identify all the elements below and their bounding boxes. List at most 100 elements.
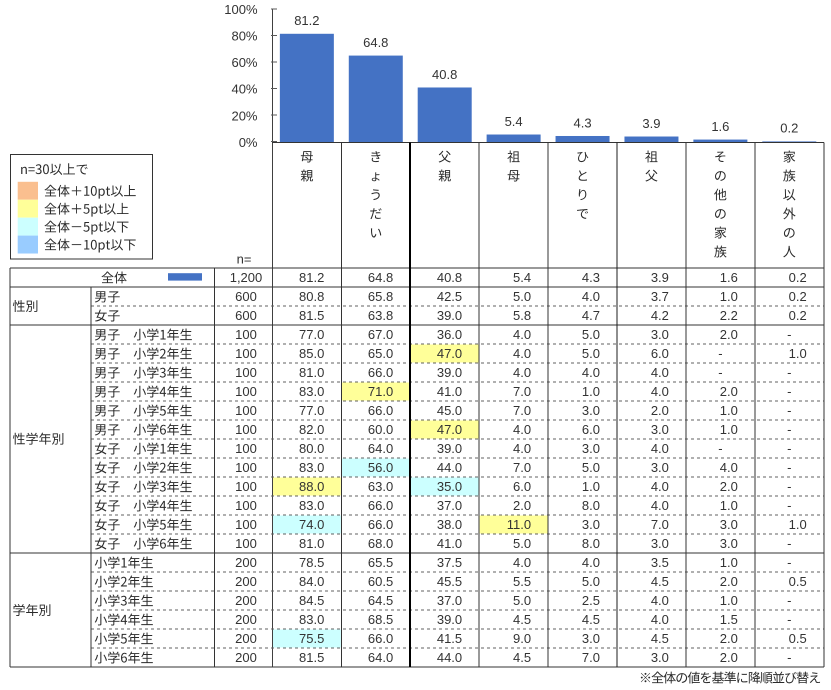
svg-text:66.0: 66.0: [368, 498, 393, 513]
svg-text:39.0: 39.0: [437, 441, 462, 456]
svg-text:5.4: 5.4: [513, 270, 531, 285]
svg-text:66.0: 66.0: [368, 403, 393, 418]
svg-text:2.0: 2.0: [720, 631, 738, 646]
svg-text:81.5: 81.5: [299, 308, 324, 323]
svg-text:80%: 80%: [231, 29, 257, 44]
svg-text:n=: n=: [237, 252, 252, 267]
svg-text:9.0: 9.0: [513, 631, 531, 646]
svg-text:4.7: 4.7: [582, 308, 600, 323]
svg-text:36.0: 36.0: [437, 327, 462, 342]
svg-text:200: 200: [235, 593, 257, 608]
svg-text:83.0: 83.0: [299, 612, 324, 627]
svg-text:37.0: 37.0: [437, 593, 462, 608]
svg-text:64.8: 64.8: [363, 35, 388, 50]
svg-text:37.5: 37.5: [437, 555, 462, 570]
svg-text:81.0: 81.0: [299, 365, 324, 380]
svg-text:77.0: 77.0: [299, 327, 324, 342]
svg-text:2.2: 2.2: [720, 308, 738, 323]
svg-text:4.0: 4.0: [582, 555, 600, 570]
svg-text:2.0: 2.0: [720, 384, 738, 399]
svg-text:100: 100: [235, 498, 257, 513]
svg-text:68.5: 68.5: [368, 612, 393, 627]
svg-text:65.8: 65.8: [368, 289, 393, 304]
svg-text:83.0: 83.0: [299, 384, 324, 399]
svg-text:8.0: 8.0: [582, 498, 600, 513]
svg-text:-: -: [718, 346, 722, 361]
svg-text:81.0: 81.0: [299, 536, 324, 551]
svg-text:3.0: 3.0: [582, 403, 600, 418]
svg-text:77.0: 77.0: [299, 403, 324, 418]
svg-text:100: 100: [235, 460, 257, 475]
svg-text:200: 200: [235, 612, 257, 627]
svg-text:81.2: 81.2: [299, 270, 324, 285]
svg-text:200: 200: [235, 650, 257, 665]
svg-text:-: -: [787, 479, 791, 494]
svg-text:2.0: 2.0: [720, 479, 738, 494]
svg-text:4.2: 4.2: [651, 308, 669, 323]
svg-text:4.0: 4.0: [651, 593, 669, 608]
svg-text:41.0: 41.0: [437, 384, 462, 399]
svg-text:4.5: 4.5: [582, 612, 600, 627]
svg-text:3.0: 3.0: [720, 536, 738, 551]
svg-text:1.0: 1.0: [582, 479, 600, 494]
svg-text:60.5: 60.5: [368, 574, 393, 589]
svg-text:80.0: 80.0: [299, 441, 324, 456]
svg-text:47.0: 47.0: [437, 422, 462, 437]
svg-text:44.0: 44.0: [437, 460, 462, 475]
svg-text:3.7: 3.7: [651, 289, 669, 304]
svg-text:5.5: 5.5: [513, 574, 531, 589]
svg-text:20%: 20%: [231, 108, 257, 123]
svg-text:4.0: 4.0: [513, 346, 531, 361]
svg-text:-: -: [787, 327, 791, 342]
svg-text:83.0: 83.0: [299, 460, 324, 475]
svg-text:5.0: 5.0: [513, 289, 531, 304]
svg-text:35.0: 35.0: [437, 479, 462, 494]
svg-text:0.5: 0.5: [789, 631, 807, 646]
svg-text:100: 100: [235, 403, 257, 418]
svg-text:-: -: [718, 441, 722, 456]
svg-text:5.0: 5.0: [582, 327, 600, 342]
svg-text:600: 600: [235, 308, 257, 323]
svg-text:0.2: 0.2: [789, 289, 807, 304]
svg-text:7.0: 7.0: [582, 650, 600, 665]
svg-text:1.0: 1.0: [789, 346, 807, 361]
svg-text:4.0: 4.0: [582, 365, 600, 380]
svg-text:4.5: 4.5: [513, 612, 531, 627]
svg-text:5.8: 5.8: [513, 308, 531, 323]
svg-text:39.0: 39.0: [437, 612, 462, 627]
svg-text:5.0: 5.0: [513, 536, 531, 551]
svg-text:4.0: 4.0: [513, 555, 531, 570]
svg-text:64.8: 64.8: [368, 270, 393, 285]
svg-text:65.0: 65.0: [368, 346, 393, 361]
svg-text:41.0: 41.0: [437, 536, 462, 551]
svg-text:39.0: 39.0: [437, 365, 462, 380]
svg-text:84.5: 84.5: [299, 593, 324, 608]
svg-text:4.0: 4.0: [651, 479, 669, 494]
svg-text:-: -: [787, 365, 791, 380]
svg-text:42.5: 42.5: [437, 289, 462, 304]
svg-text:41.5: 41.5: [437, 631, 462, 646]
svg-text:1.0: 1.0: [720, 498, 738, 513]
svg-text:7.0: 7.0: [651, 517, 669, 532]
svg-text:200: 200: [235, 631, 257, 646]
svg-text:3.0: 3.0: [651, 327, 669, 342]
svg-text:100: 100: [235, 441, 257, 456]
svg-text:2.0: 2.0: [720, 327, 738, 342]
svg-text:47.0: 47.0: [437, 346, 462, 361]
svg-text:0%: 0%: [239, 135, 258, 150]
svg-text:1.0: 1.0: [789, 517, 807, 532]
svg-text:4.5: 4.5: [513, 650, 531, 665]
svg-text:64.5: 64.5: [368, 593, 393, 608]
svg-text:8.0: 8.0: [582, 536, 600, 551]
svg-text:65.5: 65.5: [368, 555, 393, 570]
svg-text:4.0: 4.0: [513, 327, 531, 342]
svg-text:84.0: 84.0: [299, 574, 324, 589]
svg-text:6.0: 6.0: [513, 479, 531, 494]
svg-text:100%: 100%: [224, 2, 258, 17]
svg-text:7.0: 7.0: [513, 403, 531, 418]
svg-text:-: -: [787, 460, 791, 475]
svg-text:0.5: 0.5: [789, 574, 807, 589]
svg-text:100: 100: [235, 346, 257, 361]
svg-text:3.0: 3.0: [582, 441, 600, 456]
svg-text:4.5: 4.5: [651, 574, 669, 589]
